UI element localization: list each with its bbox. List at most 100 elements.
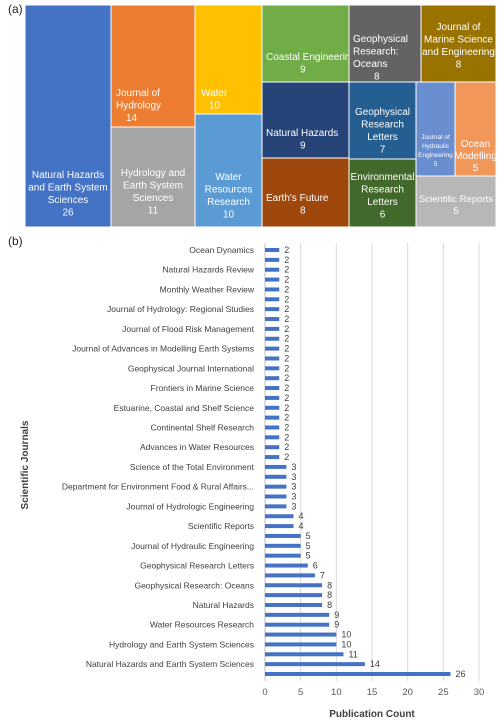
treemap-tile-value: 5 — [434, 161, 438, 168]
treemap-tile-label: Earth System — [123, 181, 183, 192]
bar — [265, 326, 280, 331]
treemap-tile-label: Sciences — [48, 195, 89, 206]
treemap-tile-label: Journal of — [116, 88, 160, 99]
bar-data-label: 2 — [284, 245, 289, 255]
treemap-tile-rect — [261, 157, 350, 228]
category-tick-label: Continental Shelf Research — [151, 422, 255, 432]
treemap-tile-rect — [454, 81, 497, 177]
bar-data-label: 5 — [306, 551, 311, 561]
bar — [265, 307, 280, 312]
bar — [265, 553, 301, 558]
bar-data-label: 14 — [370, 659, 380, 669]
treemap-tile-label: Ocean — [461, 139, 490, 150]
treemap-tile-rect — [420, 4, 497, 83]
x-tick-label: 10 — [331, 687, 342, 698]
bar — [265, 642, 337, 647]
category-tick-label: Geophysical Research Letters — [140, 561, 254, 571]
y-axis-title: Scientific Journals — [20, 420, 31, 509]
bar-data-label: 9 — [334, 610, 339, 620]
treemap-tile-value: 8 — [374, 72, 380, 83]
treemap-tile-value: 5 — [453, 206, 458, 217]
bar-data-label: 2 — [284, 334, 289, 344]
x-tick-label: 15 — [367, 687, 378, 698]
bar — [265, 524, 294, 529]
category-tick-label: Advances in Water Resources — [140, 442, 254, 452]
category-tick-label: Science of the Total Environment — [130, 462, 255, 472]
treemap-tile-label: Resources — [205, 185, 253, 196]
bar-data-label: 2 — [284, 314, 289, 324]
bar-data-label: 6 — [313, 561, 318, 571]
bar-data-label: 2 — [284, 294, 289, 304]
bar — [265, 464, 287, 469]
bar — [265, 277, 280, 282]
treemap-tile-value: 7 — [380, 145, 386, 156]
treemap-tile-label: Marine Science — [424, 35, 493, 46]
treemap-tile-value: 8 — [456, 60, 462, 71]
treemap-tile-label: Scientific Reports — [419, 194, 493, 205]
bar — [265, 602, 323, 607]
category-tick-label: Natural Hazards — [193, 600, 254, 610]
bar-data-label: 3 — [291, 492, 296, 502]
x-tick-label: 30 — [474, 687, 485, 698]
bar — [265, 573, 315, 578]
treemap-tile-label: Environmental — [351, 172, 415, 183]
x-axis-title: Publication Count — [329, 709, 415, 720]
treemap-tile: Natural Hazards 9 — [261, 81, 350, 159]
treemap-tile-label: Hydrology and — [121, 168, 185, 179]
treemap-tile-rect — [194, 113, 263, 228]
bar-data-label: 5 — [306, 531, 311, 541]
bar — [265, 474, 287, 479]
treemap-tile-rect — [348, 81, 417, 160]
bar-data-label: 2 — [284, 403, 289, 413]
treemap-tile-rect — [348, 158, 417, 228]
bar — [265, 612, 330, 617]
treemap-tile-value: 9 — [300, 65, 306, 76]
x-tick-label: 0 — [262, 687, 267, 698]
treemap-tile-rect — [110, 126, 196, 228]
category-tick-label: Estuarine, Coastal and Shelf Science — [114, 403, 255, 413]
treemap-tile: Coastal Engineering 9 — [261, 4, 356, 83]
category-tick-label: Scientific Reports — [188, 521, 254, 531]
bar — [265, 297, 280, 302]
category-tick-label: Geophysical Research: Oceans — [134, 580, 254, 590]
treemap-tile-rect — [261, 4, 350, 83]
bar-data-label: 7 — [320, 570, 325, 580]
treemap-tile-value: 9 — [300, 141, 306, 152]
bar — [265, 336, 280, 341]
bar-data-label: 2 — [284, 383, 289, 393]
category-tick-label: Monthly Weather Review — [160, 284, 255, 294]
category-tick-label: Journal of Advances in Modelling Earth S… — [72, 344, 254, 354]
bar — [265, 317, 280, 322]
bar-data-label: 2 — [284, 255, 289, 265]
treemap-tile-label: Natural Hazards — [32, 170, 104, 181]
treemap-tile: Earth's Future 8 — [261, 157, 350, 228]
treemap-tile-label: Water — [201, 88, 228, 99]
category-tick-label: Journal of Hydrologic Engineering — [126, 501, 254, 511]
bar-data-label: 2 — [284, 393, 289, 403]
treemap-tile-label: Journal of — [437, 22, 481, 33]
treemap-tile-rect — [348, 4, 422, 83]
bar-data-label: 8 — [327, 600, 332, 610]
bar — [265, 622, 330, 627]
treemap-tile-label: Geophysical — [355, 107, 410, 118]
treemap-tile-label: Geophysical — [353, 34, 408, 45]
bar-data-label: 2 — [284, 363, 289, 373]
bar-data-label: 3 — [291, 472, 296, 482]
category-tick-label: Journal of Flood Risk Management — [122, 324, 254, 334]
category-tick-label: Department for Environment Food & Rural … — [62, 482, 254, 492]
bar — [265, 583, 323, 588]
bar — [265, 346, 280, 351]
bar-data-label: 2 — [284, 344, 289, 354]
x-tick-label: 20 — [402, 687, 413, 698]
bar-data-label: 2 — [284, 373, 289, 383]
treemap-tile-label: and Engineering — [422, 47, 495, 58]
treemap-tile-label: Coastal Engineering — [266, 52, 356, 63]
bar — [265, 267, 280, 272]
bar — [265, 395, 280, 400]
bar-data-label: 9 — [334, 620, 339, 630]
bar — [265, 248, 280, 252]
